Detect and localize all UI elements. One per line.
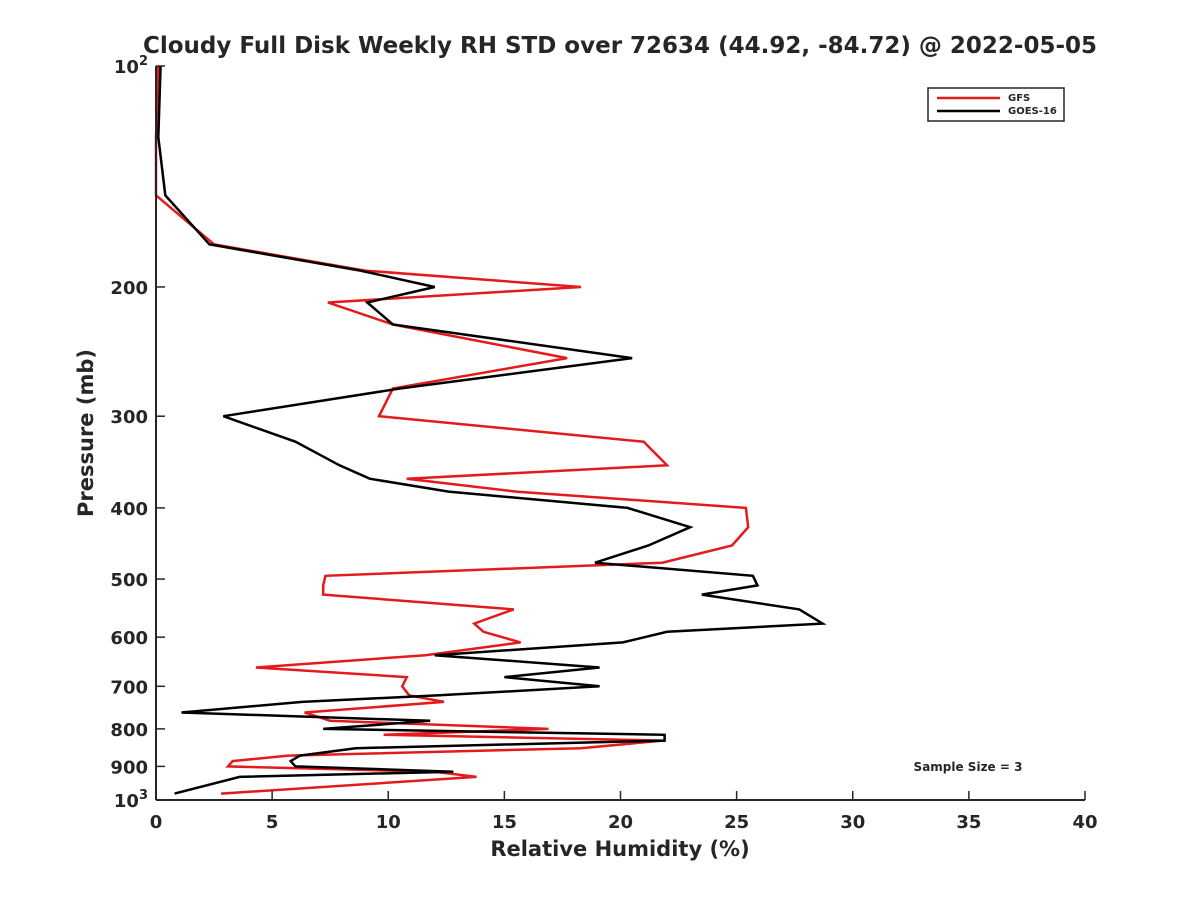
y-tick-label: 900 xyxy=(110,757,148,778)
x-axis-label: Relative Humidity (%) xyxy=(490,837,749,861)
y-tick-label: 500 xyxy=(110,570,148,591)
y-tick-label: 103 xyxy=(114,788,148,812)
x-tick-label: 0 xyxy=(150,812,163,833)
series-line-goes16 xyxy=(157,65,827,795)
y-tick-label: 102 xyxy=(114,54,148,78)
y-tick-label: 300 xyxy=(110,407,148,428)
x-tick-label: 35 xyxy=(956,812,981,833)
y-tick-label: 200 xyxy=(110,278,148,299)
legend-label-gfs: GFS xyxy=(1008,93,1030,104)
y-axis-label: Pressure (mb) xyxy=(74,349,98,517)
series-line-gfs xyxy=(154,65,750,795)
x-tick-label: 40 xyxy=(1072,812,1097,833)
legend-label-goes16: GOES-16 xyxy=(1008,106,1057,117)
x-tick-label: 10 xyxy=(376,812,401,833)
x-tick-label: 25 xyxy=(724,812,749,833)
y-axis-ticks: 102 200 300 400 500 600 700 800 900 103 xyxy=(110,54,165,812)
chart-title: Cloudy Full Disk Weekly RH STD over 7263… xyxy=(143,33,1097,59)
x-tick-label: 30 xyxy=(840,812,865,833)
x-tick-label: 5 xyxy=(266,812,279,833)
y-tick-label: 400 xyxy=(110,499,148,520)
y-tick-label: 700 xyxy=(110,677,148,698)
y-tick-label: 800 xyxy=(110,720,148,741)
sample-size-annotation: Sample Size = 3 xyxy=(914,760,1023,774)
legend: GFS GOES-16 xyxy=(927,87,1065,122)
x-tick-label: 15 xyxy=(492,812,517,833)
legend-box xyxy=(927,87,1065,122)
y-tick-label: 600 xyxy=(110,628,148,649)
series-layer xyxy=(154,65,827,795)
x-axis-ticks: 0 5 10 15 20 25 30 35 40 xyxy=(150,791,1098,833)
x-tick-label: 20 xyxy=(608,812,633,833)
